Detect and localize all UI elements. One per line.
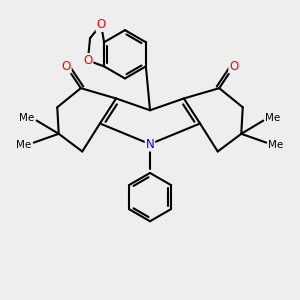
Text: N: N: [146, 138, 154, 151]
Text: O: O: [83, 54, 92, 67]
Text: O: O: [61, 60, 71, 73]
Text: O: O: [97, 18, 106, 31]
Text: O: O: [229, 60, 239, 73]
Text: Me: Me: [266, 113, 281, 124]
Text: Me: Me: [268, 140, 284, 150]
Text: Me: Me: [16, 140, 32, 150]
Text: Me: Me: [19, 113, 34, 124]
